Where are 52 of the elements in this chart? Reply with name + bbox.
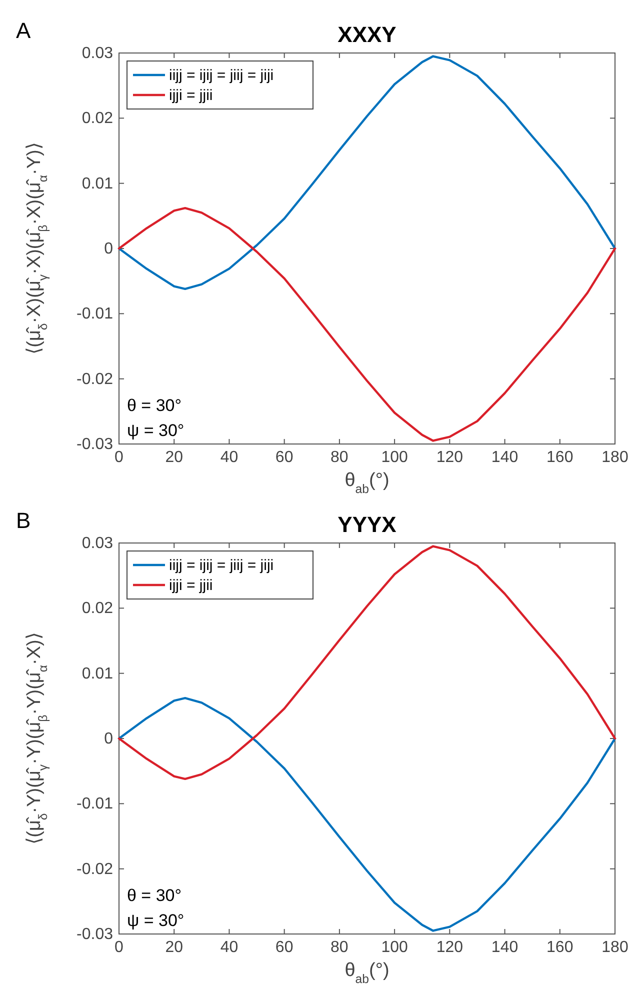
x-axis-title: θ$_{ab}$(°): [344, 470, 390, 496]
x-tick-label: 140: [491, 939, 518, 956]
x-tick-label: 20: [165, 449, 184, 466]
x-tick-label: 120: [436, 939, 464, 956]
legend-label: ijji = jjii: [169, 577, 213, 594]
y-tick-label: -0.03: [76, 436, 114, 453]
legend-label: iijj = ijij = jiij = jiji: [169, 67, 274, 84]
y-tick-label: -0.02: [76, 860, 114, 878]
x-tick-label: 0: [114, 449, 124, 466]
y-tick-label: 0: [104, 730, 114, 748]
x-axis-title: θ$_{ab}$(°): [344, 960, 390, 986]
line-series: [118, 55, 616, 290]
x-tick-label: 40: [220, 939, 238, 956]
x-tick-label: 40: [220, 449, 238, 466]
y-tick-label: 0.01: [82, 665, 114, 682]
x-tick-label: 20: [165, 939, 184, 956]
line-series: [118, 545, 616, 780]
x-tick-label: 160: [546, 449, 574, 466]
legend-label: ijji = jjii: [169, 87, 213, 104]
y-tick-label: 0.03: [82, 45, 114, 62]
x-tick-label: 60: [275, 449, 294, 466]
y-tick-label: 0.02: [82, 600, 114, 618]
y-tick-label: -0.01: [76, 306, 114, 323]
y-tick-label: -0.03: [76, 926, 114, 943]
y-tick-label: 0: [104, 240, 114, 258]
annotation: θ = 30°: [127, 396, 182, 415]
x-tick-label: 80: [330, 939, 348, 956]
x-tick-label: 180: [602, 939, 628, 956]
annotation: ψ = 30°: [127, 911, 184, 930]
chart-title: XXXY: [338, 22, 397, 47]
y-tick-label: 0.01: [82, 175, 114, 192]
x-tick-label: 100: [381, 939, 408, 956]
y-tick-label: -0.01: [76, 796, 114, 813]
legend-label: iijj = ijij = jiij = jiji: [169, 557, 274, 574]
x-tick-label: 180: [602, 449, 628, 466]
line-series: [118, 696, 616, 932]
x-tick-label: 140: [491, 449, 518, 466]
y-tick-label: -0.02: [76, 370, 114, 388]
text: A: [16, 18, 31, 43]
x-tick-label: 160: [546, 939, 574, 956]
x-tick-label: 100: [381, 449, 408, 466]
text: B: [16, 508, 31, 533]
x-tick-label: 60: [275, 939, 294, 956]
annotation: θ = 30°: [127, 886, 182, 905]
x-tick-label: 120: [436, 449, 464, 466]
chart-title: YYYX: [338, 512, 397, 537]
line-series: [118, 206, 616, 442]
y-tick-label: 0.03: [82, 535, 114, 552]
y-tick-label: 0.02: [82, 110, 114, 128]
x-tick-label: 0: [114, 939, 124, 956]
annotation: ψ = 30°: [127, 421, 184, 440]
x-tick-label: 80: [330, 449, 348, 466]
